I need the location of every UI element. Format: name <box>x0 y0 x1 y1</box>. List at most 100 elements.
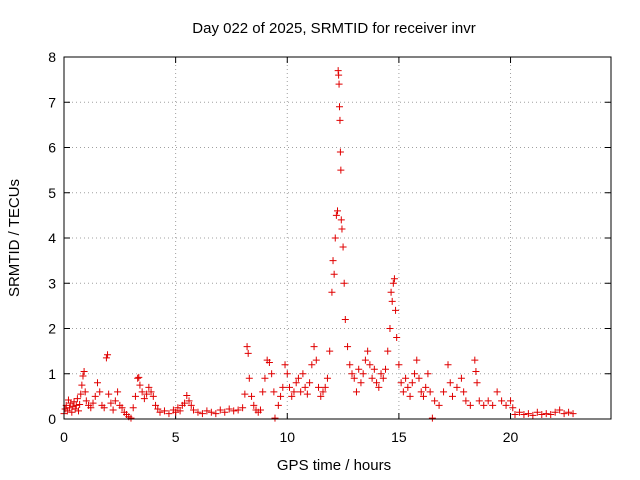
data-point <box>542 410 550 418</box>
data-point <box>104 351 112 359</box>
data-point <box>389 279 397 287</box>
data-point <box>135 373 143 381</box>
data-point <box>270 388 278 396</box>
y-tick-label: 2 <box>48 321 56 337</box>
data-point <box>460 388 468 396</box>
data-point <box>299 370 307 378</box>
data-point <box>475 397 483 405</box>
data-point <box>370 365 378 373</box>
data-point <box>194 408 202 416</box>
data-point <box>375 383 383 391</box>
data-point <box>147 388 155 396</box>
data-point <box>336 148 344 156</box>
data-point <box>306 379 314 387</box>
data-point <box>538 410 546 418</box>
data-point <box>415 374 423 382</box>
data-point <box>466 401 474 409</box>
data-point <box>366 361 374 369</box>
data-point <box>377 370 385 378</box>
data-point <box>411 370 419 378</box>
data-point <box>89 399 97 407</box>
data-point <box>245 374 253 382</box>
data-point <box>70 398 78 406</box>
data-point <box>493 388 501 396</box>
grid-lines <box>64 57 611 419</box>
data-point <box>225 405 233 413</box>
data-point <box>80 367 88 375</box>
data-point <box>145 383 153 391</box>
data-point <box>384 347 392 355</box>
data-point <box>524 410 532 418</box>
data-point <box>81 388 89 396</box>
data-point <box>395 361 403 369</box>
data-point <box>297 388 305 396</box>
data-point <box>386 325 394 332</box>
data-point <box>502 401 510 409</box>
data-point <box>230 407 238 415</box>
data-point <box>66 404 74 412</box>
data-point <box>334 207 341 215</box>
data-point <box>440 388 448 396</box>
data-point <box>446 379 454 387</box>
data-point <box>489 401 497 409</box>
data-point <box>138 388 146 396</box>
data-point <box>328 288 336 296</box>
data-point <box>176 407 184 415</box>
data-point <box>244 349 252 357</box>
data-point <box>444 361 452 369</box>
data-point <box>259 388 267 396</box>
data-point <box>87 404 95 412</box>
data-point <box>339 243 347 251</box>
data-point <box>319 388 327 396</box>
x-axis-label: GPS time / hours <box>277 457 391 474</box>
data-point <box>547 410 555 418</box>
data-point <box>203 407 211 415</box>
data-point <box>261 374 269 382</box>
data-point <box>323 374 331 382</box>
x-tick-label: 5 <box>172 429 180 445</box>
data-point <box>143 390 151 398</box>
data-point <box>79 372 87 380</box>
data-point <box>73 395 81 403</box>
data-point <box>393 334 401 342</box>
data-point <box>277 392 285 400</box>
data-point <box>435 401 443 409</box>
data-point <box>181 399 189 407</box>
data-point <box>216 406 224 414</box>
data-point <box>507 397 515 405</box>
data-point <box>565 408 573 416</box>
data-point <box>111 397 119 405</box>
data-point <box>78 381 86 389</box>
data-point <box>127 414 135 422</box>
data-point <box>335 80 343 88</box>
data-point <box>406 392 414 400</box>
y-tick-label: 3 <box>48 275 56 291</box>
data-point <box>212 410 220 418</box>
data-point <box>165 410 173 418</box>
data-point <box>419 392 427 400</box>
data-point <box>76 401 84 409</box>
data-point <box>239 404 247 412</box>
data-point <box>312 356 320 364</box>
data-point <box>551 408 559 416</box>
data-point <box>560 410 568 418</box>
data-point <box>387 288 395 296</box>
data-point <box>431 397 439 405</box>
data-point <box>268 370 276 378</box>
data-point <box>241 390 249 398</box>
data-point <box>301 383 309 391</box>
data-point <box>340 279 348 287</box>
data-point <box>382 365 390 373</box>
data-point <box>96 388 104 396</box>
y-tick-label: 4 <box>48 230 56 246</box>
data-point <box>336 116 344 124</box>
data-point <box>341 315 349 323</box>
axis-ticks: 0 1 2 3 4 5 6 7 8 0 5 10 15 20 <box>48 49 611 445</box>
data-point <box>303 390 311 398</box>
data-point <box>102 354 110 362</box>
y-tick-label: 0 <box>48 411 56 427</box>
data-point <box>288 392 296 400</box>
data-point <box>129 404 137 412</box>
data-point <box>335 71 343 79</box>
